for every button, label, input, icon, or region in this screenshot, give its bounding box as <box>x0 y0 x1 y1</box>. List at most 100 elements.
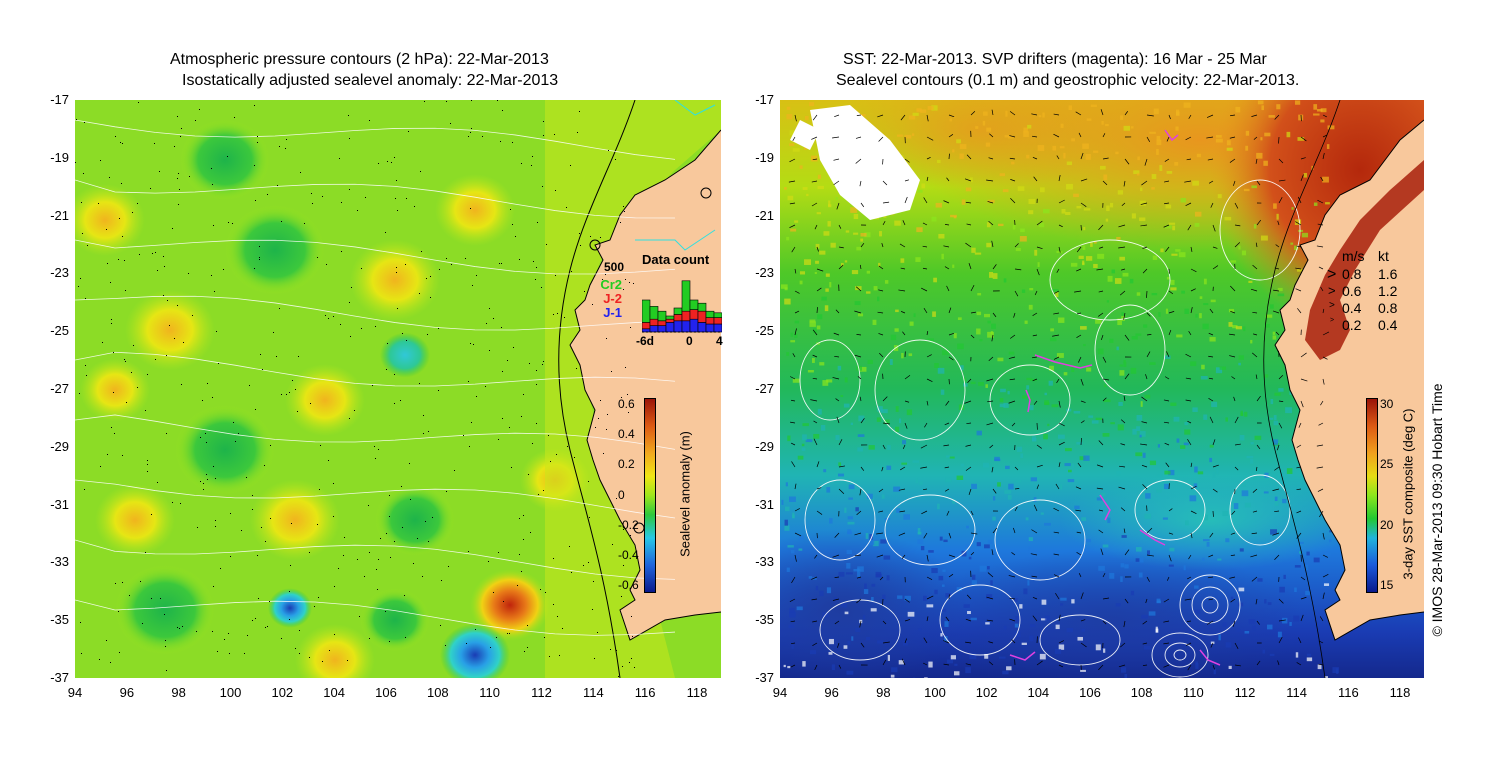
left-ytick: -35 <box>50 612 69 628</box>
imos-credit: © IMOS 28-Mar-2013 09:30 Hobart Time <box>1429 383 1445 637</box>
velocity-kt-value: 0.4 <box>1378 317 1398 333</box>
inset-bar-j2 <box>705 317 715 325</box>
left-xtick: 114 <box>582 685 604 700</box>
inset-bar-j1 <box>713 323 722 333</box>
inset-legend-item: Cr2 <box>600 277 622 292</box>
left-xtick: 94 <box>67 685 83 700</box>
velocity-kt-value: 1.2 <box>1378 283 1398 299</box>
right-xtick: 114 <box>1286 685 1308 700</box>
left-ytick: -37 <box>50 670 69 685</box>
australia-land-sst <box>1275 100 1424 640</box>
right-title-line1: SST: 22-Mar-2013. SVP drifters (magenta)… <box>843 51 1267 68</box>
right-ytick: -37 <box>755 670 774 685</box>
inset-bar-j2 <box>697 310 707 323</box>
left-ytick: -27 <box>50 381 69 396</box>
left-title-line2: Isostatically adjusted sealevel anomaly:… <box>182 72 559 89</box>
sealevel-anomaly-map <box>75 100 721 678</box>
inset-bar-cr2 <box>713 312 722 318</box>
inset-legend-item: J-2 <box>603 291 622 306</box>
inset-legend-item: J-1 <box>603 305 622 320</box>
colorbar-tick: 25 <box>1380 457 1394 472</box>
right-xtick: 102 <box>975 685 998 700</box>
inset-xtick: 0 <box>686 334 693 348</box>
inset-bar-cr2 <box>642 299 651 323</box>
left-ytick: -29 <box>50 438 69 454</box>
velocity-legend-kt-header: kt <box>1378 248 1389 264</box>
right-ytick: -27 <box>755 381 774 396</box>
left-ytick: -19 <box>50 149 69 165</box>
velocity-arrow-icon: > <box>1329 300 1335 311</box>
inset-title: Data count <box>642 252 710 267</box>
australia-land <box>570 100 721 640</box>
velocity-arrow-icon: > <box>1330 317 1335 324</box>
colorbar-tick: -0.4 <box>618 547 639 562</box>
right-ytick: -25 <box>755 323 774 339</box>
colorbar-tick: 0 <box>618 487 625 502</box>
right-ytick: -33 <box>755 554 774 570</box>
right-xtick: 104 <box>1027 685 1050 700</box>
inset-bar-cr2 <box>649 306 659 320</box>
velocity-legend-ms-header: m/s <box>1342 248 1365 264</box>
inset-bar-j1 <box>689 318 699 333</box>
velocity-ms-value: 0.4 <box>1342 300 1362 316</box>
inset-bar-cr2 <box>697 302 707 312</box>
sst-colorbar <box>1366 398 1378 593</box>
left-ytick: -21 <box>50 207 69 223</box>
right-ytick: -17 <box>755 92 774 107</box>
colorbar-tick: 0.2 <box>618 457 635 472</box>
left-xtick: 112 <box>531 685 552 700</box>
right-title-line2: Sealevel contours (0.1 m) and geostrophi… <box>836 72 1300 89</box>
right-xtick: 110 <box>1182 685 1204 700</box>
left-xtick: 106 <box>375 685 397 700</box>
inset-bar-j1 <box>665 322 675 333</box>
inset-bar-cr2 <box>673 307 683 315</box>
left-xtick: 108 <box>426 685 449 700</box>
data-count-inset: Data count 500 Cr2 J-2 J-1 -6d 0 4 <box>598 250 728 350</box>
right-xtick: 98 <box>876 685 891 700</box>
right-xtick: 112 <box>1234 685 1256 700</box>
left-ytick: -23 <box>50 265 69 281</box>
inset-bar-j2 <box>681 310 691 322</box>
inset-bar-cr2 <box>681 280 691 312</box>
right-ytick: -35 <box>755 612 774 628</box>
inset-bar-cr2 <box>657 310 667 322</box>
colorbar-tick: 15 <box>1380 578 1394 592</box>
left-xtick: 100 <box>219 685 242 700</box>
sealevel-colorbar <box>644 398 656 593</box>
inset-bar-j2 <box>673 314 683 322</box>
colorbar-tick: 30 <box>1380 397 1394 411</box>
right-xtick: 94 <box>772 685 788 700</box>
inset-bar-j1 <box>657 325 667 333</box>
velocity-arrow-icon: > <box>1328 283 1336 298</box>
right-xtick: 96 <box>824 685 839 700</box>
inset-bar-j1 <box>673 320 683 333</box>
sst-map <box>780 100 1424 678</box>
inset-bar-j1 <box>705 323 715 333</box>
velocity-kt-value: 1.6 <box>1378 266 1398 282</box>
inset-bar-j1 <box>649 325 659 333</box>
colorbar-tick: 20 <box>1380 517 1394 532</box>
left-ytick: -31 <box>50 496 69 512</box>
left-title-line1: Atmospheric pressure contours (2 hPa): 2… <box>170 51 549 68</box>
inset-bar-j1 <box>697 322 707 333</box>
left-xtick: 98 <box>171 685 186 700</box>
velocity-ms-value: 0.2 <box>1342 317 1362 333</box>
inset-bar-j2 <box>665 318 675 323</box>
left-ytick: -33 <box>50 554 69 570</box>
inset-bar-j2 <box>642 322 651 330</box>
right-ytick: -19 <box>755 149 774 165</box>
inset-bar-cr2 <box>689 299 699 310</box>
right-xtick: 118 <box>1389 685 1411 700</box>
inset-bar-j2 <box>713 317 722 325</box>
colorbar-tick: 0.4 <box>618 427 635 442</box>
colorbar-tick: -0.6 <box>618 578 639 592</box>
inset-xtick: -6d <box>636 334 654 348</box>
left-xtick: 110 <box>479 685 501 700</box>
velocity-kt-value: 0.8 <box>1378 300 1398 316</box>
right-xtick: 116 <box>1337 685 1359 700</box>
right-ytick: -29 <box>755 438 774 454</box>
inset-ymax: 500 <box>604 260 625 274</box>
inset-bar-j2 <box>689 309 699 320</box>
inset-bar-cr2 <box>665 315 675 320</box>
right-ytick: -23 <box>755 265 774 281</box>
